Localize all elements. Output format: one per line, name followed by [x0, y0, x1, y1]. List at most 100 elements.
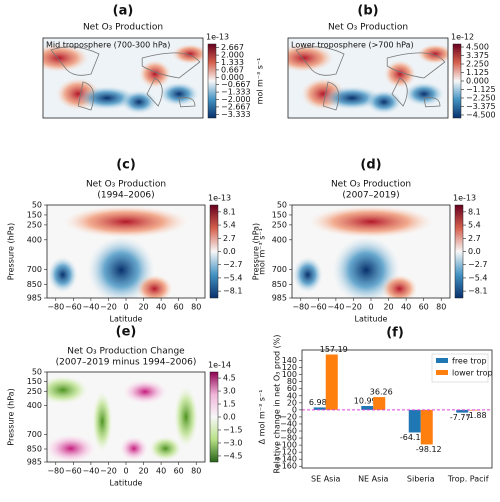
y-tick-label: 120	[282, 363, 297, 372]
panel-title: Net O₃ Production	[86, 180, 166, 190]
colorbar-tick-label: 0.667	[221, 65, 244, 74]
colorbar	[454, 204, 464, 299]
field-shade	[43, 44, 89, 72]
y-tick-label: 150	[27, 377, 42, 386]
x-tick-label: 20	[383, 303, 393, 312]
colorbar-tick-label: 0.000	[221, 73, 244, 82]
colorbar-tick-label: 3.0	[223, 387, 236, 396]
field-shade	[332, 236, 401, 298]
bar	[420, 409, 433, 445]
contour-field	[47, 205, 205, 298]
panel-title: (2007–2019)	[342, 191, 399, 201]
colorbar-exponent: 1e-13	[206, 33, 229, 42]
x-tick-label: 60	[174, 467, 184, 476]
x-tick-label: −20	[345, 303, 362, 312]
colorbar	[209, 371, 219, 463]
legend-label: lower trop	[452, 369, 493, 378]
field-shade	[149, 436, 182, 461]
y-tick-label: 0	[292, 405, 297, 414]
legend-swatch	[436, 358, 448, 363]
x-tick-label: 0	[368, 303, 373, 312]
bar-value-label: 36.26	[370, 388, 393, 397]
coastline	[423, 97, 441, 108]
y-tick-label: 700	[27, 265, 42, 274]
field-shade	[64, 205, 188, 238]
y-tick-label: 700	[272, 265, 287, 274]
x-tick-label: Siberia	[407, 475, 435, 484]
coastline	[295, 46, 345, 76]
colorbar-tick-label: 1.333	[221, 58, 244, 67]
y-tick-label: 700	[27, 430, 42, 439]
y-tick-label: 850	[27, 280, 42, 289]
bar	[408, 409, 421, 433]
x-tick-label: −20	[100, 467, 117, 476]
x-tick-label: 80	[191, 303, 201, 312]
map-field	[43, 38, 203, 118]
field-shade	[47, 376, 88, 404]
field-shade	[121, 90, 157, 114]
bar	[325, 354, 338, 410]
x-tick-label: −80	[47, 467, 64, 476]
x-tick-label: −20	[100, 303, 117, 312]
colorbar-tick-label: −4.5	[223, 451, 242, 460]
bar-value-label: 6.98	[309, 398, 327, 407]
colorbar-label: mol m⁻³ s⁻¹	[258, 228, 267, 275]
panel-label: (c)	[116, 158, 136, 173]
field-shade	[417, 44, 448, 64]
x-tick-label: 0	[123, 303, 128, 312]
panel-title: Net O₃ Production	[83, 23, 163, 33]
field-shade	[404, 82, 444, 106]
y-tick-label: 20	[287, 398, 297, 407]
map-frame	[42, 37, 204, 119]
colorbar-tick-label: 4.500	[466, 43, 489, 52]
colorbar-tick-label: 2.7	[223, 234, 236, 243]
x-tick-label: Trop. Pacif	[447, 475, 489, 484]
y-tick-label: −60	[280, 427, 297, 436]
panel-label: (e)	[116, 325, 137, 340]
coastline	[141, 52, 201, 79]
colorbar-tick-label: −2.250	[466, 93, 496, 102]
bar	[361, 406, 374, 410]
y-tick-label: 100	[282, 370, 297, 379]
colorbar-tick-label: −5.4	[468, 273, 487, 282]
x-tick-label: 40	[401, 303, 411, 312]
field-shade	[136, 274, 173, 298]
bar-value-label: -7.77	[450, 413, 471, 422]
colorbar-tick-label: −1.333	[221, 88, 251, 97]
map-field	[288, 38, 448, 118]
field-shade	[172, 44, 203, 64]
colorbar-tick-label: −8.1	[223, 287, 242, 296]
bar-value-label: -1.88	[466, 411, 487, 420]
y-tick-label: −120	[275, 448, 297, 457]
y-axis-label: Pressure (hPa)	[7, 223, 16, 280]
x-tick-label: 40	[156, 467, 166, 476]
map-annotation: Lower troposphere (>700 hPa)	[291, 41, 414, 50]
y-tick-label: 850	[27, 445, 42, 454]
y-tick-label: 150	[272, 210, 287, 219]
colorbar-tick-label: 0.000	[466, 77, 489, 86]
field-shade	[384, 60, 416, 88]
field-shade	[309, 205, 433, 238]
coastline	[146, 77, 163, 107]
y-tick-label: 50	[277, 201, 287, 210]
colorbar-tick-label: −3.333	[221, 110, 251, 119]
y-tick-label: 400	[27, 235, 42, 244]
colorbar-tick-label: −8.1	[468, 287, 487, 296]
x-tick-label: −60	[310, 303, 327, 312]
x-tick-label: NE Asia	[358, 475, 388, 484]
colorbar-tick-label: −2.667	[221, 102, 251, 111]
field-shade	[174, 387, 199, 447]
coastline	[77, 81, 95, 111]
y-axis-label: Pressure (hPa)	[7, 388, 16, 445]
colorbar-tick-label: 1.125	[466, 68, 489, 77]
y-tick-label: 250	[272, 220, 287, 229]
colorbar-exponent: 1e-13	[208, 194, 231, 203]
colorbar-tick-label: −1.5	[223, 425, 242, 434]
y-tick-label: −40	[280, 419, 297, 428]
y-tick-label: 80	[287, 377, 297, 386]
y-tick-label: 400	[27, 401, 42, 410]
y-tick-label: 250	[27, 387, 42, 396]
y-tick-label: 40	[287, 391, 297, 400]
map-frame	[287, 37, 449, 119]
